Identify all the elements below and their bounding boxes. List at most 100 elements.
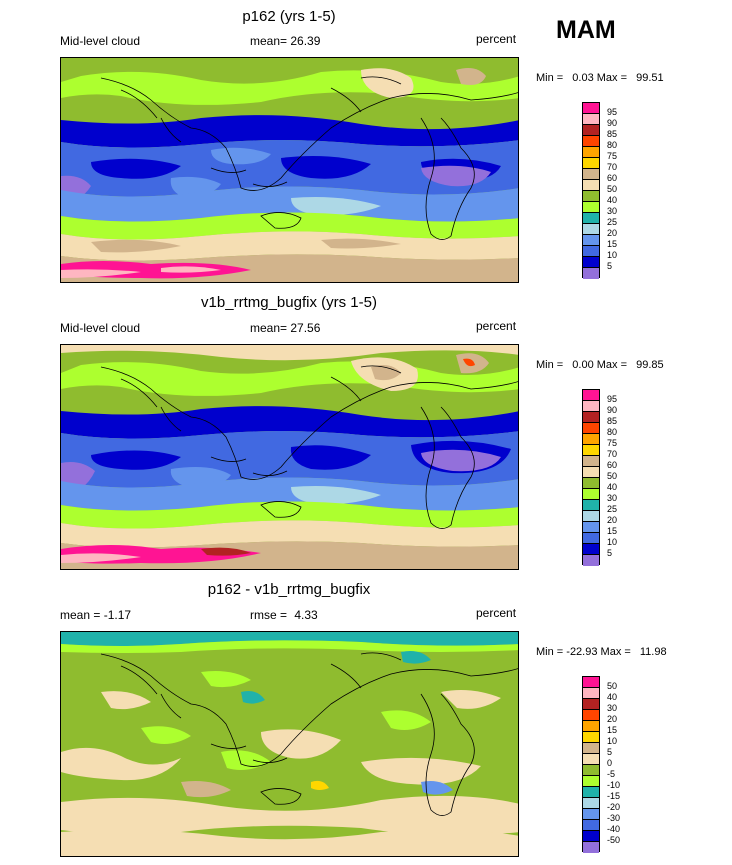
- panel3-units: percent: [476, 606, 517, 620]
- colorbar-level-label: 30: [607, 703, 618, 713]
- panel1-colorbar: [582, 102, 600, 279]
- colorbar-level-label: 80: [607, 427, 618, 437]
- colorbar-swatch: [583, 235, 599, 246]
- colorbar-swatch: [583, 809, 599, 820]
- colorbar-swatch: [583, 202, 599, 213]
- colorbar-swatch: [583, 136, 599, 147]
- colorbar-level-label: 90: [607, 118, 618, 128]
- panel2-minmax: Min = 0.00 Max = 99.85: [536, 359, 664, 371]
- colorbar-swatch: [583, 511, 599, 522]
- colorbar-level-label: 70: [607, 162, 618, 172]
- colorbar-swatch: [583, 103, 599, 114]
- panel2-colorbar: [582, 389, 600, 566]
- panel3-min-value: -22.93: [566, 646, 598, 658]
- panel3-mean-label: mean =: [60, 608, 101, 622]
- colorbar-level-label: 30: [607, 206, 618, 216]
- colorbar-swatch: [583, 224, 599, 235]
- colorbar-level-label: 95: [607, 394, 618, 404]
- colorbar-level-label: 5: [607, 747, 613, 757]
- colorbar-level-label: 75: [607, 151, 618, 161]
- colorbar-swatch: [583, 776, 599, 787]
- panel1-variable-label: Mid-level cloud: [60, 34, 141, 48]
- colorbar-swatch: [583, 412, 599, 423]
- colorbar-level-label: 20: [607, 515, 618, 525]
- colorbar-level-label: 40: [607, 195, 618, 205]
- colorbar-swatch: [583, 743, 599, 754]
- panel2-units: percent: [476, 319, 517, 333]
- colorbar-swatch: [583, 467, 599, 478]
- colorbar-swatch: [583, 765, 599, 776]
- colorbar-swatch: [583, 831, 599, 842]
- colorbar-level-label: 15: [607, 526, 618, 536]
- season-label: MAM: [556, 16, 616, 44]
- panel2-mean-label: mean=: [250, 321, 288, 335]
- colorbar-level-label: 15: [607, 239, 618, 249]
- colorbar-level-label: 25: [607, 504, 618, 514]
- colorbar-swatch: [583, 257, 599, 268]
- colorbar-level-label: 60: [607, 460, 618, 470]
- colorbar-level-label: 50: [607, 184, 618, 194]
- panel2-variable-label: Mid-level cloud: [60, 321, 141, 335]
- panel3-rmse-label: rmse =: [250, 608, 288, 622]
- colorbar-swatch: [583, 246, 599, 257]
- colorbar-level-label: 0: [607, 758, 613, 768]
- colorbar-level-label: 70: [607, 449, 618, 459]
- colorbar-level-label: 20: [607, 228, 618, 238]
- colorbar-swatch: [583, 798, 599, 809]
- colorbar-swatch: [583, 677, 599, 688]
- colorbar-swatch: [583, 401, 599, 412]
- panel1-mean-value: 26.39: [290, 34, 321, 48]
- colorbar-level-label: 75: [607, 438, 618, 448]
- colorbar-swatch: [583, 721, 599, 732]
- panel1-units: percent: [476, 32, 517, 46]
- colorbar-level-label: 10: [607, 537, 618, 547]
- colorbar-level-label: 80: [607, 140, 618, 150]
- colorbar-level-label: -30: [607, 813, 621, 823]
- colorbar-swatch: [583, 555, 599, 566]
- panel3-colorbar: [582, 676, 600, 853]
- colorbar-swatch: [583, 191, 599, 202]
- colorbar-level-label: 90: [607, 405, 618, 415]
- colorbar-swatch: [583, 213, 599, 224]
- colorbar-level-label: -10: [607, 780, 621, 790]
- panel2-max-label: Max =: [596, 359, 628, 371]
- panel1-max-label: Max =: [596, 72, 628, 84]
- colorbar-swatch: [583, 390, 599, 401]
- panel1-min-value: 0.03: [572, 72, 594, 84]
- colorbar-level-label: -15: [607, 791, 621, 801]
- colorbar-swatch: [583, 180, 599, 191]
- panel1-title: p162 (yrs 1-5): [242, 8, 336, 25]
- colorbar-swatch: [583, 445, 599, 456]
- panel1-colorbar-labels: 95 90 85 80 75 70 60 50 40 30 25 20 15 10 5: [607, 102, 647, 278]
- panel3-minmax: Min = -22.93 Max = 11.98: [536, 646, 667, 658]
- colorbar-level-label: 15: [607, 725, 618, 735]
- panel2-mean: mean= 27.56: [250, 321, 320, 335]
- colorbar-swatch: [583, 125, 599, 136]
- colorbar-level-label: -5: [607, 769, 616, 779]
- panel2-map: [60, 344, 519, 570]
- panel3-rmse: rmse = 4.33: [250, 608, 318, 622]
- colorbar-level-label: 50: [607, 471, 618, 481]
- colorbar-swatch: [583, 522, 599, 533]
- panel1-map: [60, 57, 519, 283]
- colorbar-level-label: 40: [607, 482, 618, 492]
- colorbar-swatch: [583, 688, 599, 699]
- panel1-max-value: 99.51: [636, 72, 664, 84]
- colorbar-level-label: 20: [607, 714, 618, 724]
- colorbar-level-label: 85: [607, 129, 618, 139]
- panel3-min-label: Min =: [536, 646, 564, 658]
- colorbar-level-label: 10: [607, 736, 618, 746]
- colorbar-swatch: [583, 842, 599, 853]
- panel2-max-value: 99.85: [636, 359, 664, 371]
- colorbar-swatch: [583, 732, 599, 743]
- colorbar-level-label: 85: [607, 416, 618, 426]
- panel1-mean: mean= 26.39: [250, 34, 320, 48]
- colorbar-swatch: [583, 423, 599, 434]
- colorbar-level-label: 60: [607, 173, 618, 183]
- colorbar-swatch: [583, 147, 599, 158]
- colorbar-level-label: -50: [607, 835, 621, 845]
- panel2-colorbar-labels: 95 90 85 80 75 70 60 50 40 30 25 20 15 10 5: [607, 389, 647, 565]
- colorbar-level-label: 10: [607, 250, 618, 260]
- panel2-min-label: Min =: [536, 359, 564, 371]
- colorbar-level-label: 5: [607, 548, 613, 558]
